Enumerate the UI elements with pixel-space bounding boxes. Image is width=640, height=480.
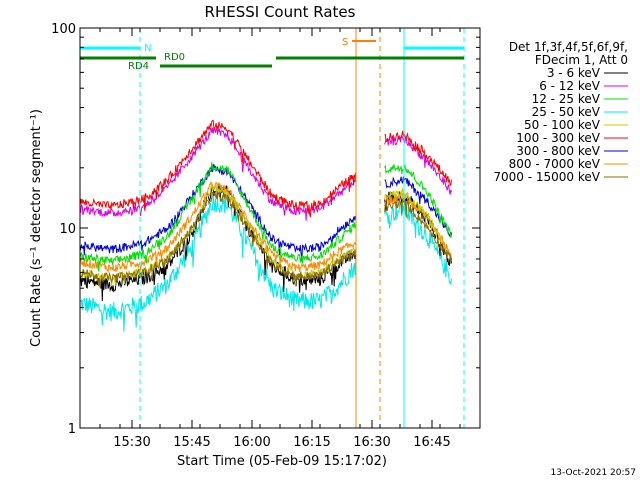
series-line: [79, 182, 452, 287]
tick-layer: 15:30 15:45 16:00 16:15 16:30 16:45 1 10 100: [51, 22, 481, 450]
rd4-label: RD4: [128, 61, 149, 72]
y-tick-label: 10: [59, 222, 76, 237]
series-line: [79, 119, 452, 218]
legend-label: 50 - 100 keV: [524, 118, 601, 132]
x-tick-label: 16:15: [293, 435, 330, 450]
legend-label: 300 - 800 keV: [516, 144, 600, 158]
series-line: [79, 195, 452, 332]
saa-label: S: [342, 37, 348, 48]
x-tick-label: 16:30: [353, 435, 390, 450]
series-line: [80, 191, 452, 289]
x-axis-label: Start Time (05-Feb-09 15:17:02): [177, 454, 387, 469]
footer-timestamp: 13-Oct-2021 20:57: [551, 468, 636, 478]
x-tick-label: 16:45: [413, 435, 450, 450]
night-label: N: [144, 43, 151, 54]
legend-label: 12 - 25 keV: [532, 92, 601, 106]
x-tick-label: 16:00: [233, 435, 270, 450]
legend-header: Det 1f,3f,4f,5f,6f,9f,: [509, 40, 628, 54]
x-tick-label: 15:30: [113, 435, 150, 450]
y-tick-label: 100: [51, 22, 76, 37]
y-axis-label: Count Rate (s⁻¹ detector segment⁻¹): [29, 109, 44, 347]
legend-label: 25 - 50 keV: [532, 105, 601, 119]
legend-label: 3 - 6 keV: [547, 66, 601, 80]
series-line: [79, 162, 452, 272]
legend-label: 6 - 12 keV: [539, 79, 601, 93]
legend-label: 800 - 7000 keV: [509, 157, 601, 171]
legend-header: FDecim 1, Att 0: [535, 53, 628, 67]
rd0-label: RD0: [164, 52, 185, 63]
chart-title: RHESSI Count Rates: [205, 3, 356, 21]
legend-label: 100 - 300 keV: [516, 131, 600, 145]
legend-label: 7000 - 15000 keV: [493, 170, 600, 184]
series-layer: [79, 119, 452, 332]
x-tick-label: 15:45: [173, 435, 210, 450]
legend: Det 1f,3f,4f,5f,6f,9f,FDecim 1, Att 03 -…: [493, 40, 628, 184]
marker-layer: N S RD0 RD4: [79, 28, 465, 428]
y-tick-label: 1: [68, 422, 76, 437]
